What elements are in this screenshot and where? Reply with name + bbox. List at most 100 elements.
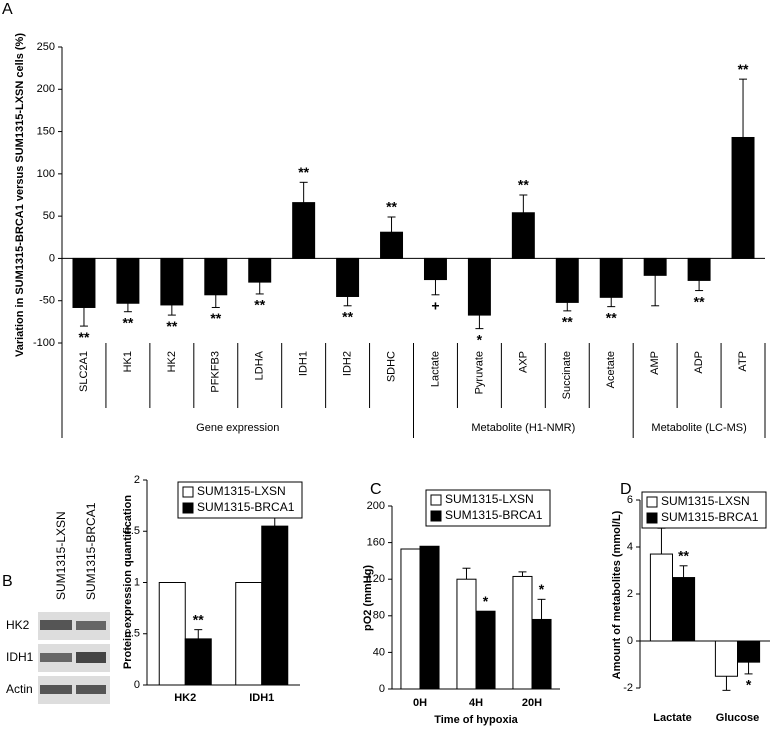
x-tick-label: AXP xyxy=(517,351,529,373)
x-tick-label: HK2 xyxy=(174,692,196,704)
y-tick-label: 120 xyxy=(367,573,385,585)
bar xyxy=(419,545,440,690)
blot-band xyxy=(40,620,72,630)
y-tick-label: 50 xyxy=(43,210,55,222)
bar xyxy=(672,577,696,642)
bar xyxy=(72,257,96,308)
significance-label: * xyxy=(539,581,545,597)
legend-swatch xyxy=(182,502,194,514)
blot-band xyxy=(40,685,72,694)
bar xyxy=(158,582,186,686)
y-tick-label: 0 xyxy=(49,252,55,264)
significance-label: ** xyxy=(79,329,90,345)
x-tick-label: Acetate xyxy=(605,351,617,388)
legend-swatch xyxy=(430,494,442,506)
legend-swatch xyxy=(430,510,442,522)
significance-label: ** xyxy=(122,314,133,330)
x-tick-label: IDH1 xyxy=(249,692,274,704)
y-tick-label: 200 xyxy=(37,83,55,95)
bar xyxy=(687,257,711,281)
legend-swatch xyxy=(182,486,194,498)
significance-label: ** xyxy=(342,308,353,324)
significance-label: ** xyxy=(678,548,689,564)
y-axis-title: Amount of metabolites (mmol/L) xyxy=(611,510,623,679)
blot-band xyxy=(40,653,72,662)
western-blot: B SUM1315-LXSN SUM1315-BRCA1 HK2 IDH1 Ac… xyxy=(2,502,110,704)
bar xyxy=(380,231,404,259)
bar xyxy=(643,257,667,276)
x-tick-label: HK2 xyxy=(166,351,178,372)
x-axis-title: Time of hypoxia xyxy=(434,714,518,726)
x-tick-label: 0H xyxy=(413,697,427,709)
x-tick-label: HK1 xyxy=(122,351,134,372)
x-tick-label: Glucose xyxy=(716,712,759,724)
panel-label: A xyxy=(2,1,13,18)
group-label: Metabolite (H1-NMR) xyxy=(471,422,575,434)
y-tick-label: 160 xyxy=(367,537,385,549)
bar xyxy=(160,257,184,306)
x-tick-label: ADP xyxy=(693,351,705,374)
group-label: Metabolite (LC-MS) xyxy=(651,422,746,434)
y-tick-label: 80 xyxy=(373,610,385,622)
bar xyxy=(531,618,552,690)
bar xyxy=(184,638,212,686)
bar xyxy=(336,257,360,297)
bar xyxy=(649,553,674,642)
x-tick-label: Pyruvate xyxy=(473,351,485,394)
legend-box xyxy=(641,491,767,529)
y-axis-title: pO2 (mmHg) xyxy=(362,565,374,631)
bar xyxy=(261,525,289,686)
y-axis-title: Variation in SUM1315-BRCA1 versus SUM131… xyxy=(14,33,26,357)
x-tick-label: Lactate xyxy=(653,712,692,724)
panel-label: C xyxy=(370,481,382,498)
y-tick-label: -2 xyxy=(623,682,633,694)
y-tick-label: 0 xyxy=(379,683,385,695)
significance-label: ** xyxy=(298,164,309,180)
legend-box xyxy=(425,489,551,527)
significance-label: ** xyxy=(166,318,177,334)
bar xyxy=(116,257,140,304)
group-label: Gene expression xyxy=(196,422,279,434)
significance-label: ** xyxy=(694,293,705,309)
y-tick-label: -50 xyxy=(39,295,55,307)
y-tick-label: 1.5 xyxy=(125,525,140,537)
legend-label: SUM1315-BRCA1 xyxy=(197,500,295,514)
significance-label: ** xyxy=(738,61,749,77)
bar xyxy=(292,202,316,259)
significance-label: ** xyxy=(518,177,529,193)
y-tick-label: 2 xyxy=(627,588,633,600)
y-tick-label: 0 xyxy=(627,635,633,647)
y-tick-label: 2 xyxy=(134,474,140,486)
bar xyxy=(467,257,491,316)
bar xyxy=(731,136,755,259)
lane-label: SUM1315-LXSN xyxy=(54,511,68,600)
significance-label: ** xyxy=(562,314,573,330)
panel-label: D xyxy=(620,481,632,498)
significance-label: + xyxy=(431,297,439,313)
legend-swatch xyxy=(646,496,658,508)
y-tick-label: 0.5 xyxy=(125,628,140,640)
y-tick-label: 250 xyxy=(37,41,55,53)
bar xyxy=(400,548,421,690)
band-label: IDH1 xyxy=(6,650,34,664)
bar xyxy=(456,578,477,690)
band-label: Actin xyxy=(6,682,33,696)
band-label: HK2 xyxy=(6,618,30,632)
bar xyxy=(423,257,447,281)
y-tick-label: 100 xyxy=(37,168,55,180)
x-tick-label: IDH1 xyxy=(298,351,310,376)
bar xyxy=(599,257,623,298)
x-tick-label: 20H xyxy=(522,697,542,709)
bar xyxy=(511,212,535,259)
legend-box xyxy=(177,481,303,519)
x-tick-label: Succinate xyxy=(561,351,573,399)
significance-label: * xyxy=(483,593,489,609)
legend-swatch xyxy=(646,512,658,524)
legend-label: SUM1315-LXSN xyxy=(197,484,286,498)
blot-band xyxy=(76,685,106,694)
bar xyxy=(235,582,263,686)
significance-label: * xyxy=(477,331,483,347)
panel-label: B xyxy=(2,573,13,590)
legend-label: SUM1315-BRCA1 xyxy=(661,510,759,524)
